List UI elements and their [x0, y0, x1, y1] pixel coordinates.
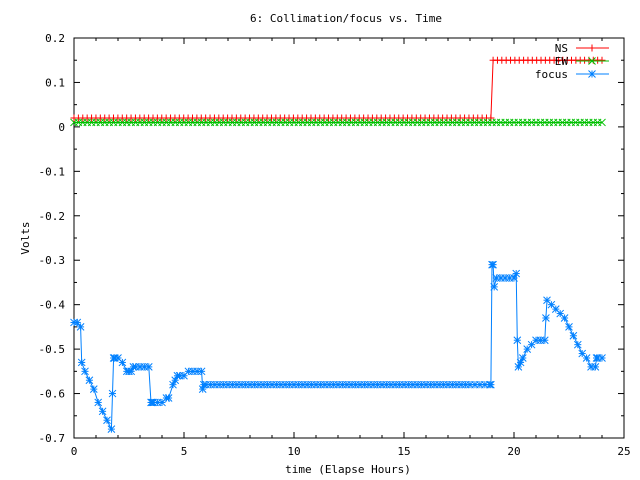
- data-point: [569, 331, 578, 340]
- y-tick-label: 0.2: [45, 32, 65, 45]
- x-tick-label: 25: [617, 445, 630, 458]
- x-tick-label: 20: [507, 445, 520, 458]
- data-point: [77, 358, 86, 367]
- plot-area: [73, 37, 625, 439]
- data-point: [582, 354, 591, 362]
- legend-label: focus: [535, 68, 568, 81]
- y-tick-label: 0: [58, 121, 65, 134]
- data-point: [598, 56, 606, 64]
- data-point: [164, 394, 173, 402]
- y-tick-label: -0.7: [39, 432, 66, 445]
- data-point: [144, 363, 153, 371]
- y-tick-label: -0.1: [39, 165, 66, 178]
- data-point: [487, 380, 495, 389]
- y-tick-label: -0.2: [39, 210, 66, 223]
- data-point: [103, 416, 111, 425]
- data-point: [197, 367, 206, 376]
- data-point: [89, 385, 98, 393]
- data-point: [487, 114, 495, 122]
- series-ew: [70, 118, 606, 127]
- y-tick-label: -0.6: [39, 388, 66, 401]
- data-point: [513, 336, 522, 345]
- data-point: [512, 269, 521, 278]
- x-tick-label: 15: [397, 445, 410, 458]
- series-focus: [70, 260, 606, 433]
- axis-ticks: [73, 37, 625, 439]
- data-point: [98, 407, 107, 416]
- legend-marker: [588, 57, 596, 65]
- data-point: [551, 305, 560, 313]
- legend-label: NS: [555, 42, 568, 55]
- x-tick-label: 0: [71, 445, 78, 458]
- tick-labels: 0 5 10 15 20 25 0.2 0.1 0 -0.1 -0.2 -0.3 -0.4 -0.5 -0.…: [39, 32, 631, 458]
- data-point: [560, 314, 569, 322]
- legend-marker: [588, 70, 596, 78]
- series-line-ns: [74, 59, 602, 119]
- x-axis-label: time (Elapse Hours): [285, 463, 411, 476]
- data-point: [108, 389, 117, 398]
- x-tick-label: 10: [287, 445, 300, 458]
- series-ns: [70, 56, 606, 122]
- data-point: [598, 354, 606, 362]
- series-layer: [70, 56, 606, 433]
- data-point: [118, 358, 127, 367]
- legend-entry-ns: NS: [555, 42, 609, 55]
- data-point: [565, 323, 573, 331]
- y-tick-label: -0.3: [39, 254, 66, 267]
- legend-marker: [588, 44, 596, 52]
- y-tick-label: -0.5: [39, 343, 66, 356]
- y-tick-label: -0.4: [39, 299, 66, 312]
- y-axis-label: Volts: [19, 221, 32, 254]
- data-point: [489, 260, 497, 269]
- legend-label: EW: [555, 55, 569, 68]
- data-point: [518, 354, 527, 362]
- legend-entry-ew: EW: [555, 55, 609, 68]
- data-point: [94, 398, 103, 407]
- x-tick-label: 5: [181, 445, 188, 458]
- chart-title: 6: Collimation/focus vs. Time: [250, 12, 442, 25]
- data-point: [598, 118, 606, 127]
- data-point: [573, 340, 582, 349]
- data-point: [542, 314, 550, 322]
- y-tick-label: 0.1: [45, 76, 65, 89]
- data-point: [107, 425, 116, 433]
- data-point: [76, 323, 85, 331]
- data-point: [578, 349, 587, 358]
- data-point: [198, 385, 207, 393]
- data-point: [540, 336, 549, 345]
- data-point: [81, 367, 89, 376]
- data-point: [591, 363, 600, 371]
- data-point: [73, 318, 82, 327]
- data-point: [85, 376, 94, 385]
- legend-entry-focus: focus: [535, 68, 609, 81]
- data-point: [490, 283, 499, 291]
